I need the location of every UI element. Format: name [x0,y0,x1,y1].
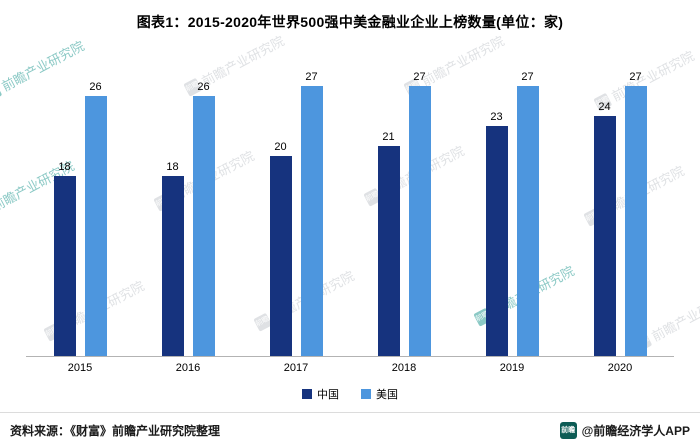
bar [485,126,508,356]
bar [593,116,616,356]
bar-group: 21 27 [350,71,458,356]
bar-value-label: 26 [197,81,210,93]
bar-wrap-美国: 26 [84,81,107,356]
bar-group: 20 27 [242,71,350,356]
bar [269,156,292,356]
legend: 中国 美国 [0,386,700,402]
bar-value-label: 23 [490,111,503,123]
bar-group: 24 27 [566,71,674,356]
bar-value-label: 18 [58,161,71,173]
legend-item-美国: 美国 [361,386,398,402]
x-axis: 2015 2016 2017 2018 2019 2020 [26,357,674,374]
bar-value-label: 26 [89,81,102,93]
source-note: 资料来源：《财富》前瞻产业研究院整理 [10,424,221,438]
legend-label: 中国 [317,389,339,401]
brand-credit: 前瞻 @前瞻经济学人APP [559,422,690,439]
bar-wrap-中国: 21 [377,131,400,356]
bar [53,176,76,356]
bar [300,86,323,356]
bar-value-label: 27 [521,71,534,83]
bar-value-label: 27 [629,71,642,83]
x-axis-label: 2017 [283,362,309,374]
bar-wrap-美国: 27 [624,71,647,356]
bar-wrap-美国: 26 [192,81,215,356]
bar [377,146,400,356]
bar-wrap-中国: 23 [485,111,508,356]
legend-swatch [302,389,312,399]
bar-wrap-美国: 27 [516,71,539,356]
plot-area: 18 26 18 26 20 27 21 27 23 27 24 27 [26,44,674,357]
bar-wrap-中国: 18 [53,161,76,356]
legend-item-中国: 中国 [302,386,339,402]
bar-value-label: 20 [274,141,287,153]
bar-group: 18 26 [26,81,134,356]
bar [408,86,431,356]
bar-value-label: 27 [413,71,426,83]
x-axis-label: 2016 [175,362,201,374]
qianzhan-logo-icon: 前瞻 [559,422,577,439]
brand-label: @前瞻经济学人APP [581,424,690,438]
bar [192,96,215,356]
bar-wrap-中国: 24 [593,101,616,356]
bar-group: 18 26 [134,81,242,356]
bar-value-label: 27 [305,71,318,83]
bar-wrap-中国: 18 [161,161,184,356]
bar [84,96,107,356]
x-axis-label: 2015 [67,362,93,374]
footer: 资料来源：《财富》前瞻产业研究院整理 前瞻 @前瞻经济学人APP [0,412,700,448]
bar-value-label: 24 [598,101,611,113]
bar-value-label: 21 [382,131,395,143]
x-axis-label: 2020 [607,362,633,374]
bar-value-label: 18 [166,161,179,173]
legend-label: 美国 [376,389,398,401]
x-axis-label: 2019 [499,362,525,374]
bar-wrap-美国: 27 [408,71,431,356]
bar [624,86,647,356]
chart-title: 图表1：2015-2020年世界500强中美金融业企业上榜数量(单位：家) [136,14,564,30]
bar [161,176,184,356]
x-axis-label: 2018 [391,362,417,374]
bar-wrap-美国: 27 [300,71,323,356]
bar-group: 23 27 [458,71,566,356]
bar [516,86,539,356]
chart-container: 图表1：2015-2020年世界500强中美金融业企业上榜数量(单位：家) 18… [0,14,700,402]
legend-swatch [361,389,371,399]
bar-wrap-中国: 20 [269,141,292,356]
